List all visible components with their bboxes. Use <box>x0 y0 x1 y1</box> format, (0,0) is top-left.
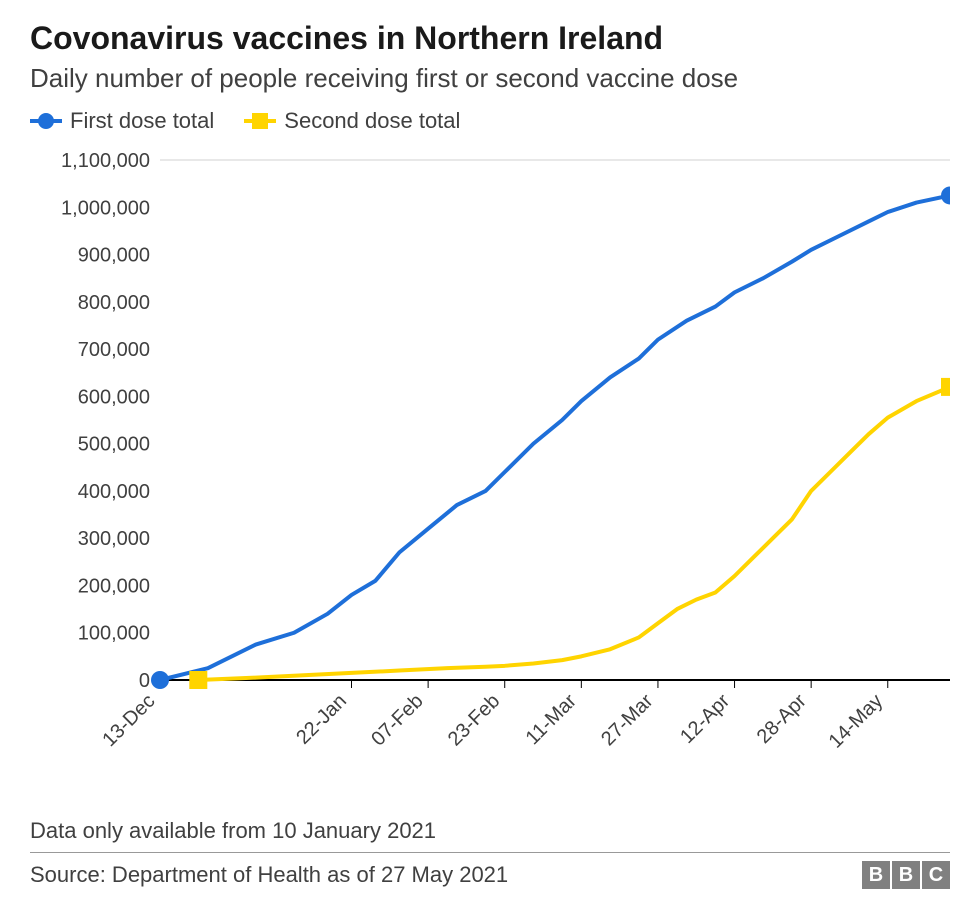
svg-text:14-May: 14-May <box>825 690 888 753</box>
svg-text:300,000: 300,000 <box>78 528 150 550</box>
footer-note: Data only available from 10 January 2021 <box>30 810 950 853</box>
svg-text:600,000: 600,000 <box>78 386 150 408</box>
chart-subtitle: Daily number of people receiving first o… <box>30 63 950 94</box>
svg-text:200,000: 200,000 <box>78 575 150 597</box>
logo-letter: B <box>862 861 890 889</box>
svg-text:0: 0 <box>139 670 150 692</box>
svg-text:28-Apr: 28-Apr <box>753 690 811 748</box>
svg-text:900,000: 900,000 <box>78 245 150 267</box>
svg-text:800,000: 800,000 <box>78 292 150 314</box>
logo-letter: B <box>892 861 920 889</box>
bbc-logo: B B C <box>862 861 950 889</box>
footer: Data only available from 10 January 2021… <box>30 810 950 889</box>
logo-letter: C <box>922 861 950 889</box>
svg-text:400,000: 400,000 <box>78 481 150 503</box>
footer-source-row: Source: Department of Health as of 27 Ma… <box>30 853 950 889</box>
svg-text:100,000: 100,000 <box>78 623 150 645</box>
svg-text:23-Feb: 23-Feb <box>444 690 504 750</box>
svg-text:1,000,000: 1,000,000 <box>61 197 150 219</box>
chart-title: Covonavirus vaccines in Northern Ireland <box>30 20 950 57</box>
footer-source: Source: Department of Health as of 27 Ma… <box>30 862 508 888</box>
legend-marker-first-dose <box>30 119 62 123</box>
legend-label: Second dose total <box>284 108 460 134</box>
legend-marker-second-dose <box>244 119 276 123</box>
svg-text:27-Mar: 27-Mar <box>597 690 658 751</box>
svg-text:13-Dec: 13-Dec <box>98 690 159 751</box>
plot-area: 0 100,000 200,000 300,000 400,000 500,000 600,… <box>30 150 950 690</box>
svg-text:11-Mar: 11-Mar <box>522 690 582 750</box>
legend-item-first-dose: First dose total <box>30 108 214 134</box>
svg-text:12-Apr: 12-Apr <box>676 690 734 748</box>
legend-item-second-dose: Second dose total <box>244 108 460 134</box>
svg-text:500,000: 500,000 <box>78 434 150 456</box>
svg-text:22-Jan: 22-Jan <box>292 690 351 749</box>
legend: First dose total Second dose total <box>30 108 950 134</box>
svg-text:07-Feb: 07-Feb <box>367 690 427 750</box>
svg-text:700,000: 700,000 <box>78 339 150 361</box>
legend-label: First dose total <box>70 108 214 134</box>
chart-container: Covonavirus vaccines in Northern Ireland… <box>0 0 980 900</box>
plot-svg: 0 100,000 200,000 300,000 400,000 500,000 600,… <box>30 150 950 810</box>
svg-text:1,100,000: 1,100,000 <box>61 150 150 172</box>
